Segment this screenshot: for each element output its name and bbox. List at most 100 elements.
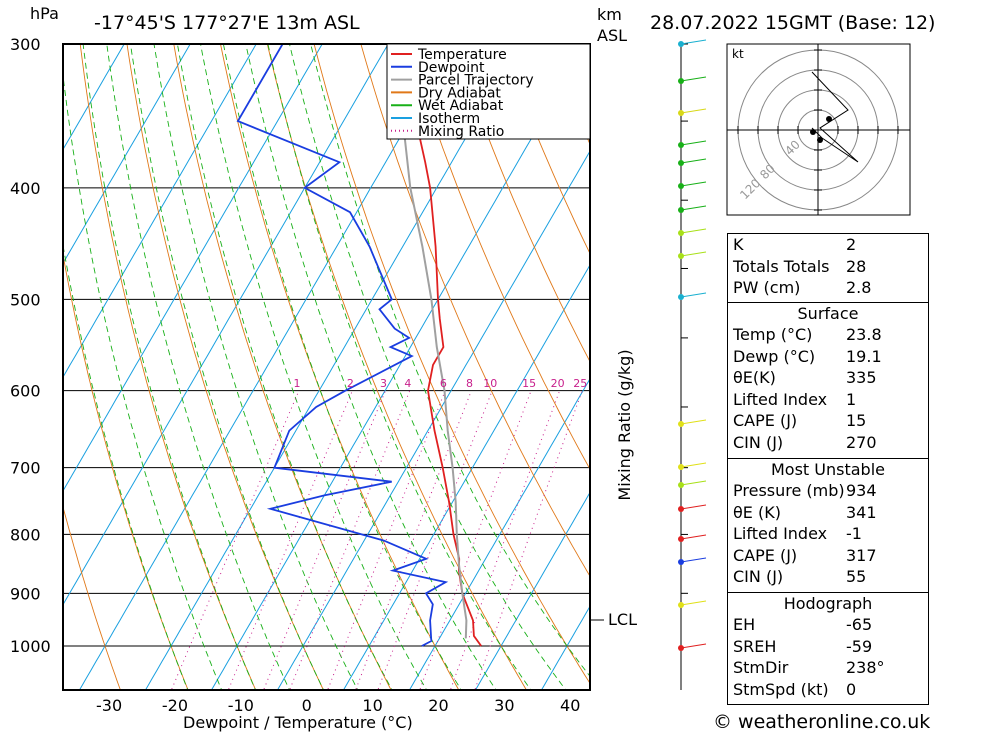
plot-frame [62, 43, 591, 691]
mu-row: CAPE (J) 317 [733, 545, 877, 565]
temp-tick-label: 20 [428, 696, 448, 715]
temp-tick-label: 0 [302, 696, 312, 715]
mixing-ratio-label: 4 [404, 377, 411, 390]
legend-label: Temperature [417, 47, 507, 63]
wind-barb [680, 39, 707, 45]
most-unstable-panel: Most Unstable Pressure (mb) 934 θE (K) 341… [727, 458, 929, 593]
dry-adiabat-line [407, 44, 590, 471]
dry-adiabat-line [453, 44, 590, 363]
isotherm-line [210, 44, 587, 690]
parcel-trajectory-series [387, 44, 468, 639]
isotherm-line [144, 44, 521, 690]
mixing-ratio-label: 25 [573, 377, 587, 390]
isotherm-line [63, 44, 257, 379]
wind-barb [680, 600, 707, 606]
mixing-ratio-line [355, 390, 472, 690]
wet-adiabat-line [245, 44, 497, 690]
wet-adiabat-line [63, 71, 223, 690]
surface-row: Dewp (°C) 19.1 [733, 346, 882, 366]
wind-barb [680, 643, 707, 649]
storm-motion-dot [826, 116, 832, 122]
surface-row: CIN (J) 270 [733, 432, 877, 452]
most-unstable-title: Most Unstable [771, 460, 885, 479]
pressure-tick-label: 300 [10, 35, 41, 54]
mu-row: Pressure (mb) 934 [733, 481, 877, 500]
pressure-tick-label: 900 [10, 584, 41, 603]
mixing-ratio-label: 6 [440, 377, 447, 390]
wet-adiabat-line [200, 44, 428, 690]
isotherm-line [408, 377, 590, 690]
dry-adiabat-line [63, 505, 121, 690]
isotherm-line [342, 264, 590, 690]
legend-label: Parcel Trajectory [418, 73, 534, 89]
wet-adiabat-line [222, 44, 462, 690]
wet-adiabat-line [289, 44, 567, 690]
wind-barb [680, 181, 707, 187]
mu-row: θE (K) 341 [733, 502, 877, 522]
mixing-ratio-label: 3 [380, 377, 387, 390]
temp-tick-label: -30 [96, 696, 122, 715]
wind-barb [680, 205, 707, 211]
mixing-ratio-line [170, 390, 300, 690]
mixing-ratio-label: 1 [293, 377, 300, 390]
pressure-tick-label: 400 [10, 179, 41, 198]
pressure-tick-label: 500 [10, 290, 41, 309]
wet-adiabat-line [106, 44, 290, 690]
surface-row: θE(K) 335 [733, 368, 877, 388]
index-row: PW (cm) 2.8 [733, 278, 872, 298]
lcl-label: LCL [608, 610, 637, 629]
hodograph-point [817, 137, 823, 143]
hodo-row: StmSpd (kt) 0 [733, 679, 857, 699]
hodo-row: StmDir 238° [733, 658, 885, 678]
dry-adiabat-line [173, 44, 392, 690]
hodograph-trace [811, 71, 859, 163]
hodo-row: EH -65 [733, 615, 873, 634]
legend-label: Mixing Ratio [418, 124, 504, 140]
isotherm-line [63, 44, 191, 265]
dry-adiabat-line [63, 252, 189, 690]
wind-barb [680, 419, 707, 425]
pressure-tick-label: 700 [10, 459, 41, 478]
mu-row: Lifted Index -1 [733, 524, 862, 544]
copyright-link[interactable]: © weatheronline.co.uk [713, 711, 931, 733]
wet-adiabat-line [63, 243, 189, 690]
wind-barb [680, 76, 707, 82]
temp-tick-label: -20 [162, 696, 188, 715]
isotherm-line [540, 605, 590, 690]
index-row: Totals Totals 28 [733, 256, 867, 276]
wet-adiabat-line [267, 44, 532, 690]
mixing-ratio-label: 15 [522, 377, 536, 390]
legend-box [386, 43, 591, 140]
wet-adiabat-line [82, 44, 256, 690]
wind-barb [680, 251, 707, 257]
pressure-tick-label: 800 [10, 525, 41, 544]
dry-adiabat-line [360, 44, 590, 578]
mixing-ratio-line [289, 390, 411, 690]
surface-panel: Surface Temp (°C) 23.8 Dewp (°C) 19.1 θE(K… [727, 302, 929, 459]
mixing-ratio-label: 8 [466, 377, 473, 390]
mixing-ratio-axis-label: Mixing Ratio (g/kg) [615, 349, 634, 500]
hodograph-params-panel: Hodograph EH -65 SREH -59 StmDir 238° StmSp… [727, 592, 929, 705]
wind-barb [680, 108, 707, 114]
temp-tick-label: 10 [362, 696, 382, 715]
location-title: -17°45'S 177°27'E 13m ASL [94, 12, 360, 34]
wind-profile [678, 39, 707, 690]
hodograph-point [810, 129, 816, 135]
dry-adiabat-line [266, 44, 527, 690]
wet-adiabat-line [176, 44, 393, 690]
mixing-ratio-label: 10 [483, 377, 497, 390]
wind-barb [680, 228, 707, 234]
temp-tick-label: 30 [494, 696, 514, 715]
dewpoint-series [236, 44, 449, 647]
surface-title: Surface [797, 304, 859, 323]
temp-tick-label: -10 [228, 696, 254, 715]
km-unit-label: km [597, 5, 622, 24]
legend-label: Wet Adiabat [418, 98, 504, 114]
wind-barb [680, 158, 707, 164]
wet-adiabat-line [130, 44, 325, 690]
mixing-ratio-line [227, 390, 353, 690]
mixing-ratio-line [449, 390, 561, 690]
wet-adiabat-line [153, 44, 359, 690]
